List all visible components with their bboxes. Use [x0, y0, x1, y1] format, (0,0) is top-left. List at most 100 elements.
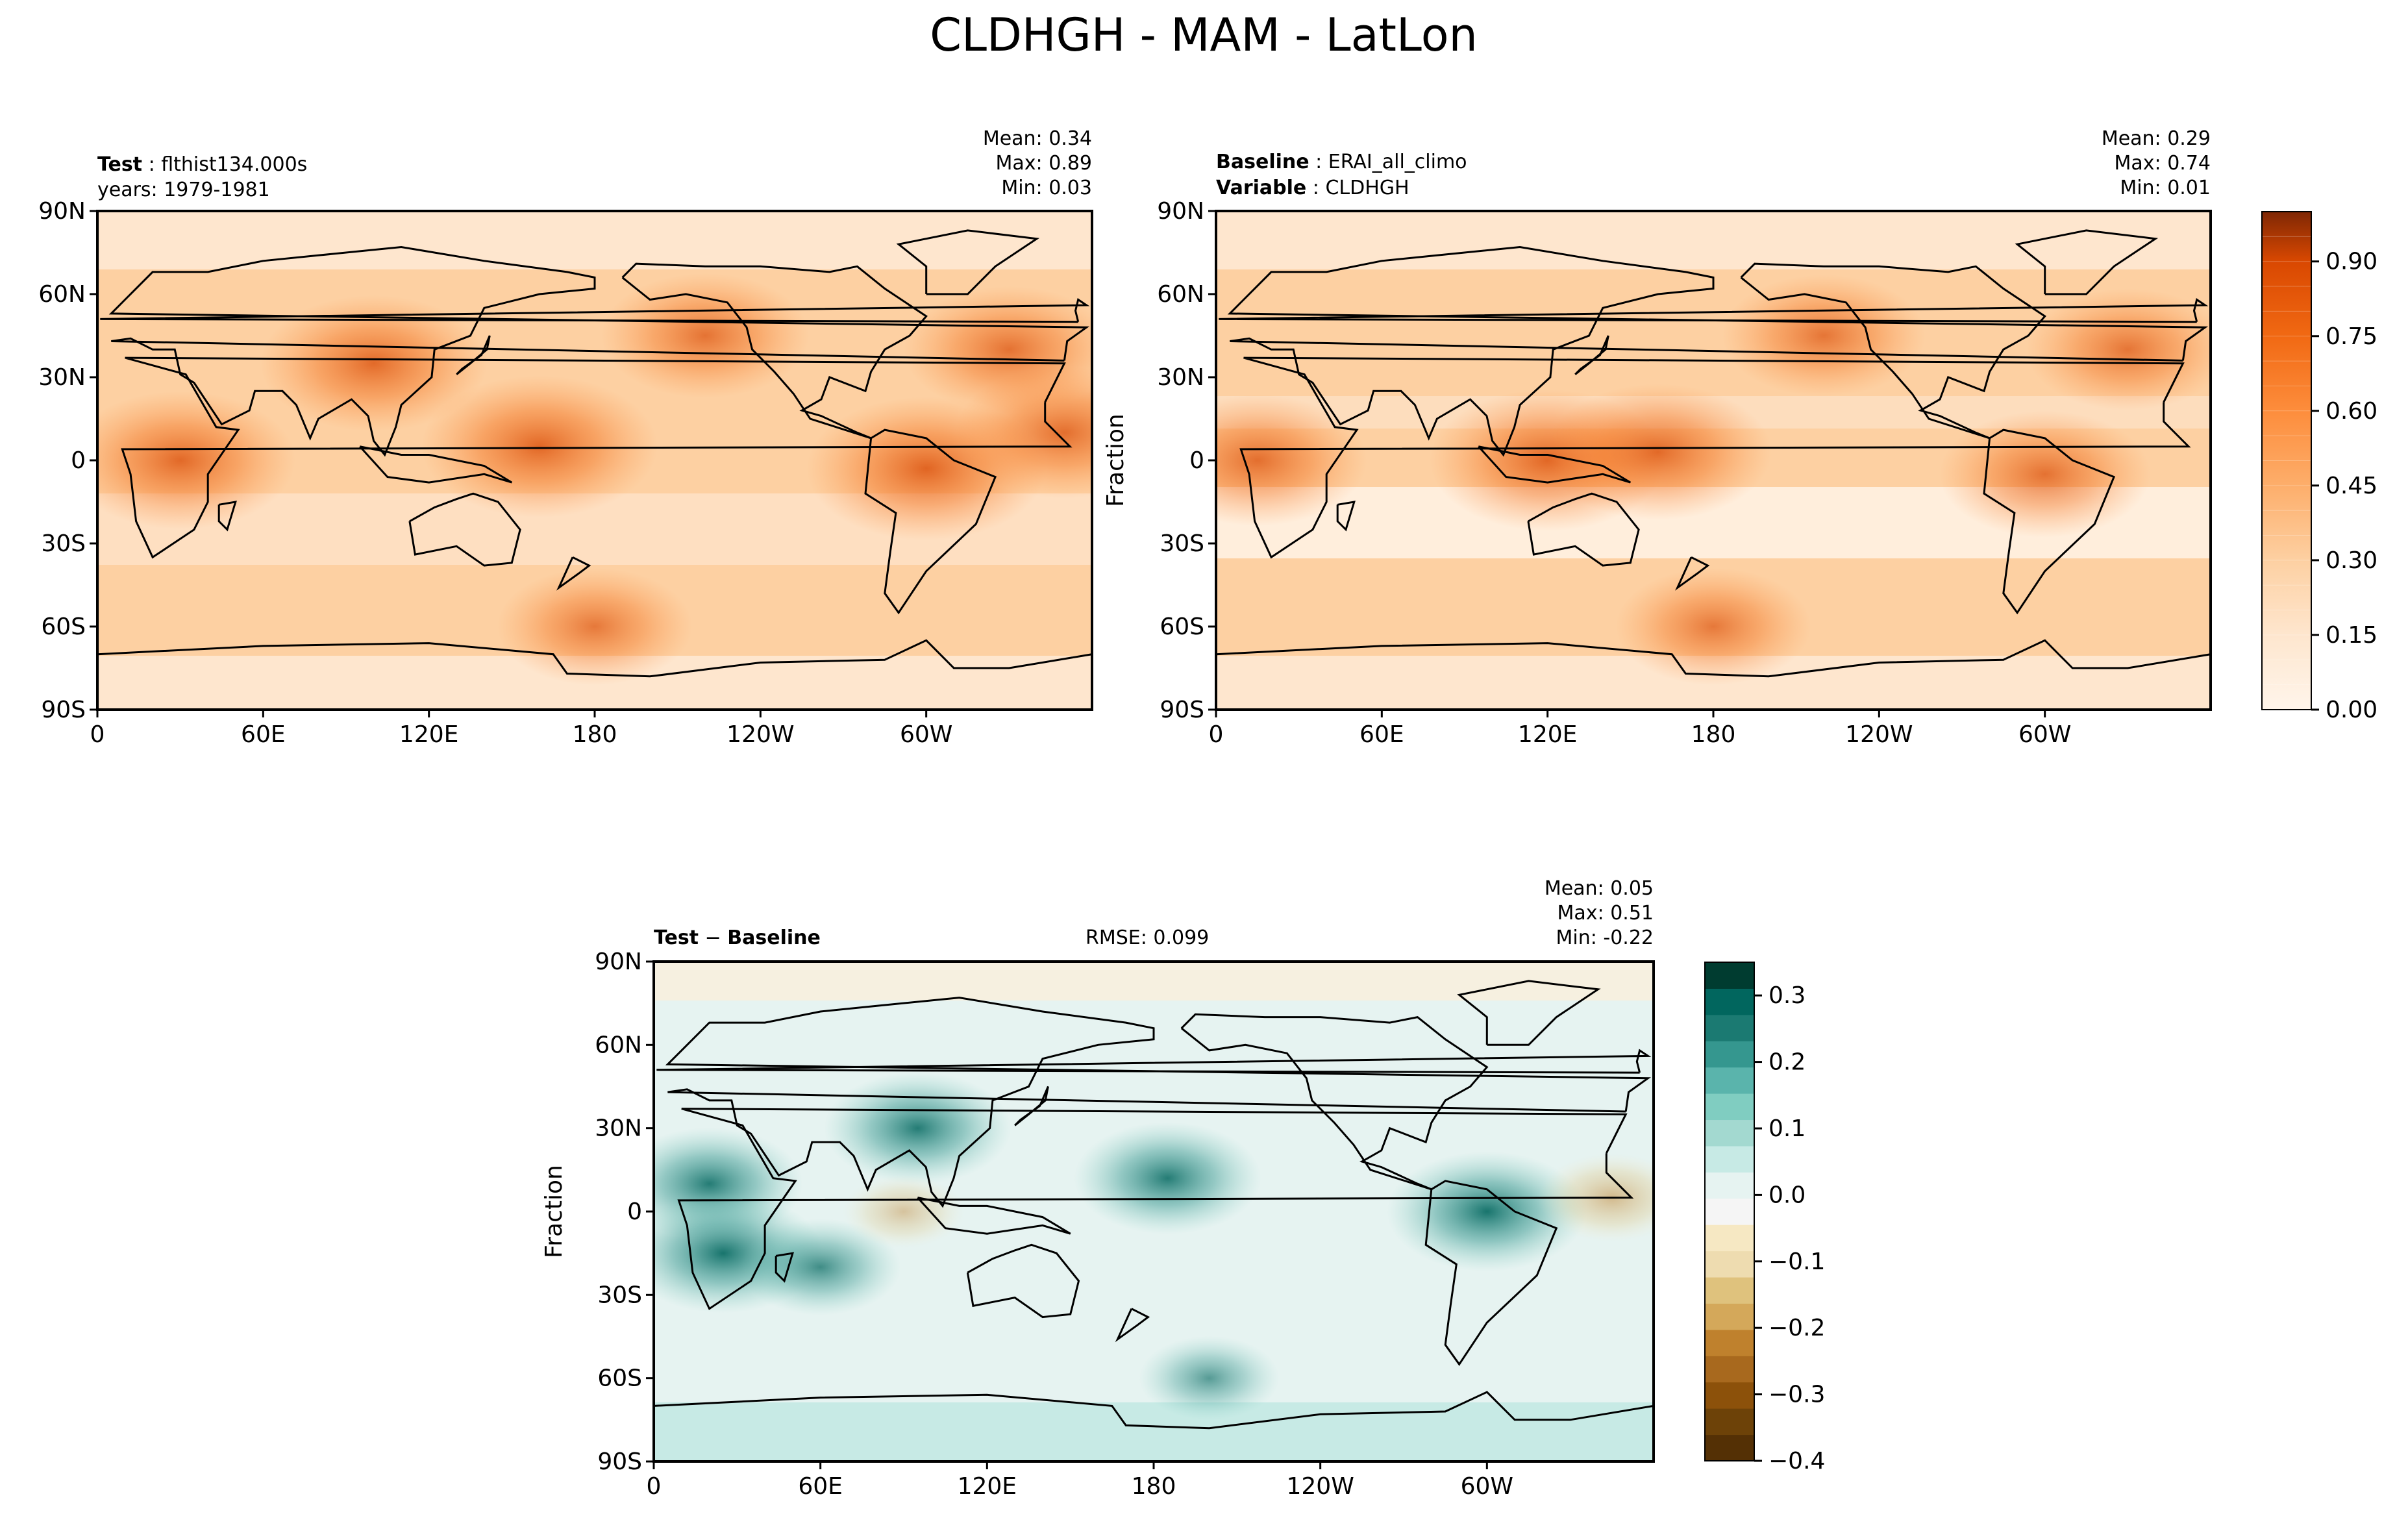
- baseline-variable: Variable : CLDHGH: [1216, 177, 1409, 199]
- baseline-band-polar-north: [1216, 211, 2211, 269]
- baseline-ylabel: Fraction: [1102, 414, 1129, 507]
- baseline-colorbar-frame: [2261, 211, 2312, 710]
- colorbar-tick-label: −0.2: [1769, 1315, 1825, 1341]
- difference-panel-xtick-label: 180: [1132, 1473, 1176, 1500]
- baseline-stat-min: Min: 0.01: [2120, 177, 2211, 199]
- test-band-polar-north: [97, 211, 1092, 269]
- colorbar-tick-label: 0.3: [1769, 982, 1806, 1009]
- difference-stat-min: Min: -0.22: [1556, 926, 1654, 949]
- baseline-panel-ytick-label: 60S: [1160, 614, 1204, 640]
- baseline-panel-coast-uk: [1219, 298, 2209, 323]
- baseline-blobs: [1216, 275, 2211, 686]
- difference-colorbar-levels: [1705, 962, 1754, 1461]
- baseline-map-field: [1216, 211, 2211, 710]
- difference-panel-coast-greenland: [1457, 980, 1601, 1046]
- baseline-panel-coast-madagascar: [1336, 501, 1356, 532]
- difference-panel-ytick-label: 30N: [595, 1115, 642, 1142]
- baseline-variable-value: CLDHGH: [1325, 177, 1409, 199]
- colorbar-level-block: [1705, 1093, 1754, 1121]
- colorbar-level-block: [1705, 1119, 1754, 1147]
- difference-panel-ytick-label: 60S: [597, 1365, 642, 1392]
- baseline-panel-ytick-label: 90N: [1157, 198, 1204, 225]
- test-panel-coast-southAmerica: [864, 429, 997, 615]
- difference-panel-xtick-label: 120E: [958, 1473, 1017, 1500]
- test-panel-ytick-label: 60N: [38, 281, 86, 308]
- colorbar-tick-label: −0.3: [1769, 1382, 1825, 1408]
- difference-band-antarctic: [654, 1402, 1654, 1461]
- test-panel-xtick-label: 180: [573, 721, 617, 748]
- test-panel-ytick-label: 0: [71, 447, 86, 474]
- test-panel-coast-greenland: [896, 229, 1040, 295]
- test-ticks: 0 60E 120E 180 120W 60W 90N 60N 30N 0 30S 60S 90S: [38, 198, 952, 748]
- colorbar-level-block: [1705, 1145, 1754, 1173]
- colorbar-tick-label: 0.00: [2326, 697, 2377, 723]
- baseline-coastlines: [1216, 229, 2211, 710]
- baseline-panel-ytick-label: 30S: [1160, 530, 1204, 557]
- colorbar-level-block: [1705, 1408, 1754, 1436]
- test-header-label: Test: [97, 153, 142, 176]
- test-panel-coast-newZealand: [556, 556, 591, 591]
- difference-panel-feature-3: [1074, 1122, 1261, 1235]
- test-panel-coast-northAmerica: [621, 262, 928, 440]
- colorbar-level-block: [1705, 1329, 1754, 1356]
- test-panel-ytick-label: 90N: [38, 198, 86, 225]
- difference-band-arctic: [654, 962, 1654, 1001]
- figure-title: CLDHGH - MAM - LatLon: [930, 8, 1478, 62]
- test-panel-coast-indonesia: [359, 445, 513, 484]
- difference-colorbar-ticks: 0.3 0.2 0.1 0.0 −0.1 −0.2 −0.3 −0.4: [1754, 982, 1825, 1474]
- baseline-panel-coast-eurasia: [1227, 245, 2209, 457]
- baseline-panel-feature-4: [1722, 275, 1926, 397]
- difference-map-field: [654, 962, 1654, 1461]
- colorbar-level-block: [1705, 1303, 1754, 1330]
- test-stat-max: Max: 0.89: [996, 152, 1092, 175]
- difference-ticks: 0 60E 120E 180 120W 60W 90N 60N 30N 0 30S 60S 90S: [595, 949, 1513, 1500]
- colorbar-level-block: [1705, 1172, 1754, 1199]
- difference-panel-feature-4: [1387, 1151, 1587, 1272]
- difference-header-baseline: Baseline: [727, 926, 821, 949]
- baseline-panel-xtick-label: 60E: [1359, 721, 1404, 748]
- test-header-value: flthist134.000s: [161, 153, 307, 176]
- test-panel-xtick-label: 60E: [241, 721, 286, 748]
- baseline-panel-feature-0: [1216, 394, 1367, 527]
- test-panel-xtick-label: 120W: [726, 721, 794, 748]
- baseline-colorbar: 0.00 0.15 0.30 0.45 0.60 0.75 0.90: [2261, 211, 2377, 723]
- difference-panel-coast-indonesia: [917, 1197, 1071, 1235]
- test-panel-feature-1: [260, 295, 488, 432]
- difference-stat-max: Max: 0.51: [1558, 902, 1654, 925]
- colorbar-level-block: [1705, 1067, 1754, 1094]
- baseline-panel-coast-australia: [1527, 492, 1640, 567]
- baseline-header-value: ERAI_all_climo: [1328, 151, 1467, 173]
- test-panel-feature-5: [903, 286, 1092, 413]
- baseline-colorbar-levels: [2262, 236, 2311, 686]
- difference-panel-coast-antarctica: [654, 1391, 1654, 1461]
- test-panel-coast-africa: [121, 356, 1073, 559]
- colorbar-tick-label: 0.60: [2326, 398, 2377, 425]
- baseline-panel-coast-southAmerica: [1983, 429, 2116, 615]
- difference-stat-mean: Mean: 0.05: [1545, 877, 1654, 900]
- test-panel-feature-2: [421, 375, 658, 517]
- colorbar-tick-label: −0.4: [1769, 1448, 1825, 1474]
- test-panel-xtick-label: 60W: [900, 721, 952, 748]
- baseline-ticks: 0 60E 120E 180 120W 60W 90N 60N 30N 0 30S 60S 90S: [1157, 198, 2071, 748]
- baseline-panel-coast-africa: [1239, 356, 2191, 559]
- difference-colorbar: 0.3 0.2 0.1 0.0 −0.1 −0.2 −0.3 −0.4: [1704, 962, 1825, 1474]
- test-panel-ytick-label: 90S: [41, 697, 86, 723]
- difference-panel-ytick-label: 90N: [595, 949, 642, 975]
- colorbar-tick-label: 0.45: [2326, 473, 2377, 499]
- baseline-panel-xtick-label: 180: [1691, 721, 1736, 748]
- colorbar-tick-label: 0.30: [2326, 547, 2377, 574]
- test-panel-coast-eurasia: [108, 245, 1090, 457]
- baseline-panel-ytick-label: 60N: [1157, 281, 1204, 308]
- test-panel-ytick-label: 60S: [41, 614, 86, 640]
- baseline-panel-xtick-label: 120W: [1845, 721, 1913, 748]
- colorbar-tick-label: 0.2: [1769, 1049, 1806, 1076]
- difference-panel-xtick-label: 60W: [1461, 1473, 1513, 1500]
- test-stat-min: Min: 0.03: [1001, 177, 1092, 199]
- test-coastlines: [97, 229, 1092, 710]
- difference-panel-feature-7: [843, 1175, 965, 1249]
- baseline-panel-coast-indonesia: [1478, 445, 1632, 484]
- difference-panel-coast-northAmerica: [1180, 1013, 1489, 1191]
- colorbar-tick-label: 0.0: [1769, 1182, 1806, 1208]
- difference-panel-xtick-label: 0: [647, 1473, 662, 1500]
